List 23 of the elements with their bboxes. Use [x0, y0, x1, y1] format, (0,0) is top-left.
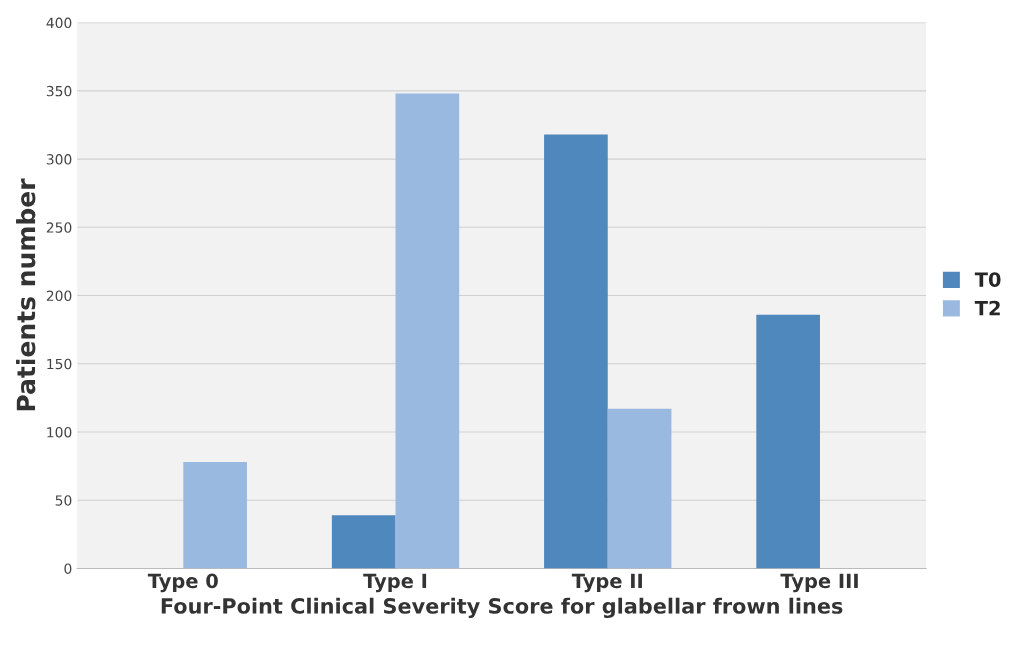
bar: [756, 314, 820, 569]
y-axis-title: Patients number: [16, 178, 36, 411]
legend-label: T0: [974, 272, 1001, 287]
y-tick-label: 400: [46, 17, 72, 29]
y-tick-label: 200: [46, 290, 72, 302]
legend-label: T2: [974, 300, 1000, 316]
y-tick-label: 150: [47, 358, 72, 370]
x-tick-label: Type II: [571, 573, 642, 593]
x-tick-label: Type III: [780, 573, 858, 593]
y-tick-label: 350: [46, 85, 72, 97]
x-tick-label: Type I: [363, 573, 427, 593]
bar: [544, 134, 608, 569]
y-tick-label: 250: [46, 222, 72, 233]
y-tick-label: 300: [46, 154, 72, 165]
bar: [183, 462, 247, 569]
bar: [395, 93, 460, 569]
bar: [607, 408, 672, 569]
bar: [331, 515, 396, 569]
x-tick-label: Type 0: [147, 573, 218, 593]
x-axis-title: Four-Point Clinical Severity Score for glabellar frown lines: [161, 597, 843, 619]
y-tick-label: 100: [47, 426, 72, 438]
y-tick-label: 50: [55, 495, 72, 506]
y-tick-label: 0: [64, 563, 72, 574]
